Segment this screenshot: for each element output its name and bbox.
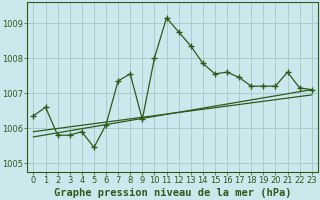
X-axis label: Graphe pression niveau de la mer (hPa): Graphe pression niveau de la mer (hPa) xyxy=(54,188,291,198)
